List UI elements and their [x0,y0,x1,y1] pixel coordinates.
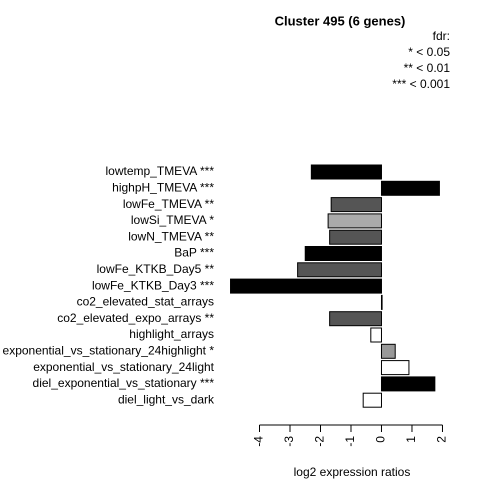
category-label: highlight_arrays [129,327,214,341]
legend-text: *** < 0.001 [392,77,450,91]
bar [380,343,396,359]
x-tick-label: -3 [282,436,296,447]
x-tick-label: -1 [343,436,357,447]
legend-text: ** < 0.01 [404,61,451,75]
bar [329,311,382,327]
category-label: lowFe_KTKB_Day3 *** [92,278,214,292]
category-label: lowFe_KTKB_Day5 ** [97,262,215,276]
bar [380,294,383,310]
x-tick-label: 0 [374,436,388,443]
category-label: lowFe_TMEVA ** [123,197,214,211]
bar [230,278,382,294]
x-axis-label: log2 expression ratios [294,465,411,479]
bar [310,164,382,180]
bar [380,180,440,196]
x-tick-label: -4 [252,436,266,447]
category-label: exponential_vs_stationary_24light [33,360,214,374]
x-tick-label: 2 [435,436,449,443]
category-label: highpH_TMEVA *** [112,180,214,194]
category-label: BaP *** [174,246,214,260]
bar [304,246,382,261]
category-label: co2_elevated_expo_arrays ** [57,311,214,325]
bar [329,229,382,245]
category-label: lowtemp_TMEVA *** [106,164,215,178]
bar [380,376,436,392]
bar [370,327,382,343]
x-tick-label: 1 [404,436,418,443]
bar [327,213,382,229]
legend-text: * < 0.05 [408,45,450,59]
bar [380,360,410,376]
category-label: diel_light_vs_dark [118,392,215,406]
category-label: lowN_TMEVA ** [128,229,214,243]
legend-text: fdr: [433,29,450,43]
category-label: lowSi_TMEVA * [131,213,214,227]
category-label: exponential_vs_stationary_24highlight * [3,343,215,357]
chart-title: Cluster 495 (6 genes) [275,13,406,28]
bar [362,392,382,408]
category-label: diel_exponential_vs_stationary *** [33,376,215,390]
category-label: co2_elevated_stat_arrays [77,295,214,309]
bar [330,197,382,213]
bar [297,262,382,278]
x-tick-label: -2 [313,436,327,447]
